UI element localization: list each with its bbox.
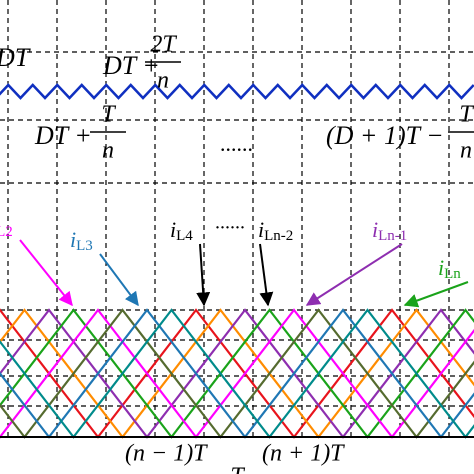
fraction-lead: DT + (34, 121, 92, 150)
fraction-lead: (D + 1)T − (326, 121, 444, 150)
fraction-den: n (102, 138, 114, 164)
fraction-den: n (460, 138, 472, 164)
inductor-current (0, 308, 474, 439)
current-label: iL3 (70, 227, 93, 254)
pointer-arrow (196, 243, 211, 307)
current-label: iL4 (170, 217, 193, 244)
current-symbol: i (372, 217, 378, 242)
current-symbol: i (438, 255, 444, 280)
inductor-current (0, 308, 474, 439)
time-label: (n − 1)T (125, 441, 208, 467)
current-symbol: i (170, 217, 176, 242)
current-label: iLn-1 (372, 217, 407, 244)
current-label: iLn-2 (258, 217, 293, 244)
current-subscript: Ln (444, 266, 461, 282)
ellipsis: ...... (221, 131, 254, 156)
current-label: iLn (438, 255, 461, 282)
fraction-lead: DT + (102, 51, 160, 80)
pointer-arrow (403, 281, 469, 308)
fraction-num: 2T (150, 32, 177, 58)
label-dt: DT (0, 43, 31, 72)
time-label: T (230, 464, 245, 474)
inductor-current (0, 308, 474, 439)
time-label: (n + 1)T (262, 441, 345, 467)
inductor-current (0, 308, 474, 439)
pointer-arrow (305, 243, 403, 306)
current-subscript: L3 (76, 238, 93, 254)
ripple-wave (0, 83, 474, 100)
current-subscript: L4 (176, 228, 193, 244)
fraction-num: T (101, 102, 116, 128)
current-subscript: L2 (0, 224, 13, 240)
current-symbol: i (258, 217, 264, 242)
current-subscript: Ln-2 (264, 228, 293, 244)
pointer-arrow (259, 243, 274, 307)
current-ellipsis: ...... (215, 212, 245, 234)
fraction-den: n (157, 68, 169, 94)
pointer-arrow (99, 253, 139, 307)
current-label: iL2 (0, 213, 13, 240)
pointer-arrow (19, 239, 73, 307)
current-symbol: i (70, 227, 76, 252)
current-subscript: Ln-1 (378, 228, 407, 244)
fraction-num: T (459, 102, 474, 128)
